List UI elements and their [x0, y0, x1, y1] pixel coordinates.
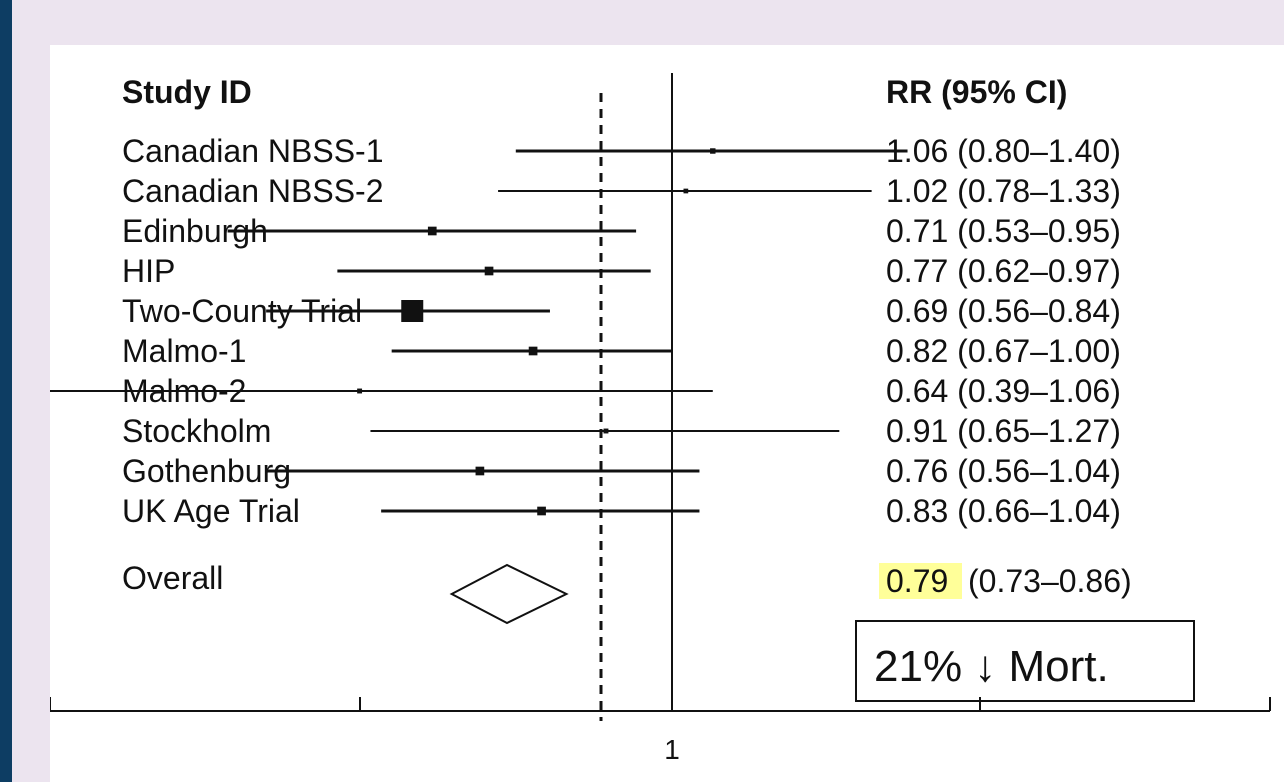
study-point-estimate [427, 226, 437, 236]
study-label: HIP [122, 253, 175, 289]
overall-label: Overall [122, 560, 223, 596]
study-point-estimate [603, 428, 609, 434]
study-point-estimate [710, 148, 716, 154]
study-rr-value: 0.76 (0.56–1.04) [886, 453, 1121, 489]
study-label: Gothenburg [122, 453, 291, 489]
study-rr-value: 0.82 (0.67–1.00) [886, 333, 1121, 369]
forest-plot: Study ID RR (95% CI) Canadian NBSS-1 1.06… [50, 73, 1271, 765]
effect-column-header: RR (95% CI) [886, 74, 1067, 110]
study-rr-value: 1.02 (0.78–1.33) [886, 173, 1121, 209]
study-rr-value: 0.69 (0.56–0.84) [886, 293, 1121, 329]
annotation-box [855, 620, 1195, 702]
study-point-estimate [537, 506, 546, 516]
study-point-estimate [484, 266, 494, 276]
study-rr-value: 0.83 (0.66–1.04) [886, 493, 1121, 529]
study-rr-value: 0.91 (0.65–1.27) [886, 413, 1121, 449]
study-rr-value: 1.06 (0.80–1.40) [886, 133, 1121, 169]
overall-ci-value: (0.73–0.86) [968, 563, 1132, 599]
study-label: Canadian NBSS-1 [122, 133, 383, 169]
study-column-header: Study ID [122, 74, 252, 110]
study-label: Stockholm [122, 413, 271, 449]
forest-plot-panel: Study ID RR (95% CI) Canadian NBSS-1 1.06… [50, 45, 1284, 782]
study-point-estimate [528, 346, 538, 356]
overall-diamond [449, 563, 569, 625]
study-point-estimate [683, 188, 689, 194]
study-point-estimate [475, 466, 485, 476]
study-rr-value: 0.71 (0.53–0.95) [886, 213, 1121, 249]
study-rr-value: 0.64 (0.39–1.06) [886, 373, 1121, 409]
study-point-estimate [401, 300, 424, 322]
overall-rr-highlight [879, 563, 962, 599]
study-point-estimate [357, 388, 363, 394]
study-label: UK Age Trial [122, 493, 300, 529]
study-label: Malmo-1 [122, 333, 246, 369]
overall-rr-value: 0.79 [886, 563, 948, 599]
mortality-annotation: 21% ↓ Mort. [874, 642, 1109, 691]
x-tick-label-1: 1 [664, 734, 680, 765]
study-label: Canadian NBSS-2 [122, 173, 383, 209]
study-rows: Canadian NBSS-1 1.06 (0.80–1.40) Canadian … [50, 133, 1121, 529]
slide-background: Study ID RR (95% CI) Canadian NBSS-1 1.06… [12, 0, 1284, 782]
study-rr-value: 0.77 (0.62–0.97) [886, 253, 1121, 289]
